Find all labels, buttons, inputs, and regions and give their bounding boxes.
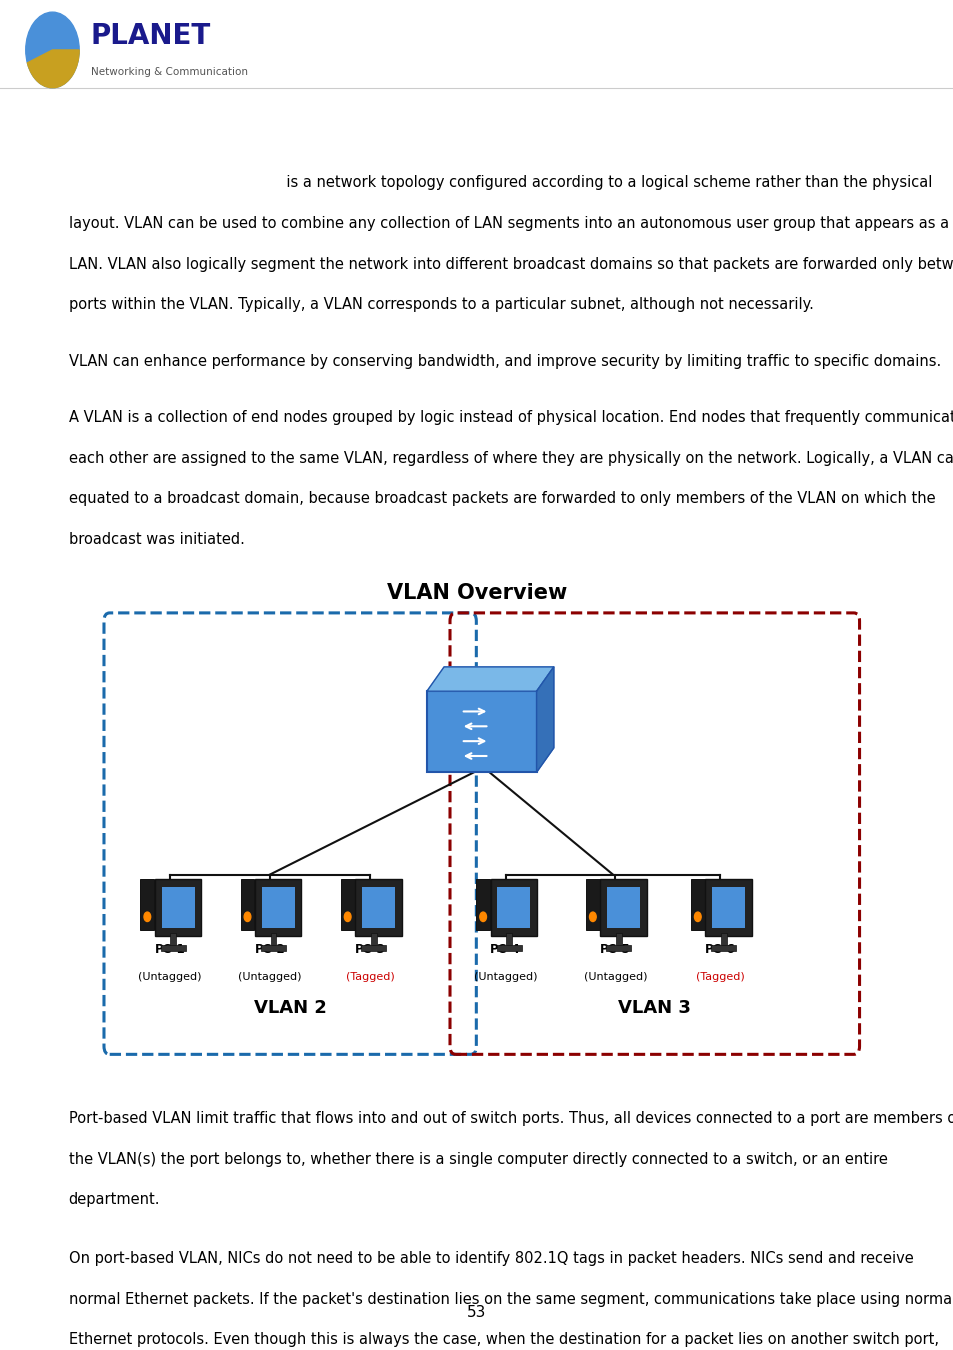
Polygon shape [536, 667, 553, 772]
Text: the VLAN(s) the port belongs to, whether there is a single computer directly con: the VLAN(s) the port belongs to, whether… [69, 1152, 886, 1166]
Text: (Untagged): (Untagged) [238, 972, 301, 981]
FancyBboxPatch shape [171, 933, 176, 945]
FancyBboxPatch shape [506, 933, 512, 945]
Text: VLAN Overview: VLAN Overview [387, 583, 566, 603]
FancyBboxPatch shape [240, 879, 254, 930]
Text: layout. VLAN can be used to combine any collection of LAN segments into an auton: layout. VLAN can be used to combine any … [69, 216, 953, 231]
Text: normal Ethernet packets. If the packet's destination lies on the same segment, c: normal Ethernet packets. If the packet's… [69, 1292, 953, 1307]
FancyBboxPatch shape [340, 879, 355, 930]
FancyBboxPatch shape [616, 933, 621, 945]
FancyBboxPatch shape [427, 691, 536, 772]
Text: PC-2: PC-2 [254, 944, 285, 956]
Text: VLAN 2: VLAN 2 [253, 999, 326, 1017]
FancyBboxPatch shape [490, 879, 537, 936]
Text: department.: department. [69, 1192, 160, 1207]
Circle shape [144, 913, 151, 922]
Text: (Untagged): (Untagged) [583, 972, 646, 981]
FancyBboxPatch shape [140, 879, 154, 930]
FancyBboxPatch shape [497, 887, 530, 929]
Text: is a network topology configured according to a logical scheme rather than the p: is a network topology configured accordi… [69, 176, 931, 190]
Text: LAN. VLAN also logically segment the network into different broadcast domains so: LAN. VLAN also logically segment the net… [69, 256, 953, 271]
Text: Ethernet protocols. Even though this is always the case, when the destination fo: Ethernet protocols. Even though this is … [69, 1332, 938, 1347]
FancyBboxPatch shape [261, 887, 294, 929]
Text: VLAN 3: VLAN 3 [618, 999, 691, 1017]
Text: PC-3: PC-3 [355, 944, 385, 956]
Wedge shape [28, 50, 79, 88]
FancyBboxPatch shape [704, 879, 751, 936]
Polygon shape [427, 667, 553, 691]
Text: PC-1: PC-1 [154, 944, 185, 956]
Circle shape [589, 913, 596, 922]
Circle shape [26, 12, 79, 88]
Circle shape [244, 913, 251, 922]
FancyBboxPatch shape [711, 887, 744, 929]
FancyBboxPatch shape [476, 879, 490, 930]
FancyBboxPatch shape [254, 879, 301, 936]
FancyBboxPatch shape [371, 933, 376, 945]
Text: (Tagged): (Tagged) [695, 972, 744, 981]
Text: ports within the VLAN. Typically, a VLAN corresponds to a particular subnet, alt: ports within the VLAN. Typically, a VLAN… [69, 297, 813, 312]
FancyBboxPatch shape [606, 887, 639, 929]
Text: Networking & Communication: Networking & Communication [91, 66, 248, 77]
Text: PC-6: PC-6 [704, 944, 735, 956]
FancyBboxPatch shape [690, 879, 704, 930]
Text: broadcast was initiated.: broadcast was initiated. [69, 532, 244, 547]
FancyBboxPatch shape [497, 945, 521, 950]
Text: equated to a broadcast domain, because broadcast packets are forwarded to only m: equated to a broadcast domain, because b… [69, 491, 934, 506]
FancyBboxPatch shape [161, 945, 186, 950]
FancyBboxPatch shape [599, 879, 646, 936]
FancyBboxPatch shape [711, 945, 736, 950]
FancyBboxPatch shape [161, 887, 194, 929]
Text: PC-4: PC-4 [490, 944, 520, 956]
FancyBboxPatch shape [355, 879, 401, 936]
FancyBboxPatch shape [154, 879, 201, 936]
Text: PLANET: PLANET [91, 23, 211, 50]
FancyBboxPatch shape [361, 945, 386, 950]
Text: A VLAN is a collection of end nodes grouped by logic instead of physical locatio: A VLAN is a collection of end nodes grou… [69, 410, 953, 425]
Text: (Tagged): (Tagged) [345, 972, 395, 981]
Text: PC-5: PC-5 [599, 944, 630, 956]
Text: Port-based VLAN limit traffic that flows into and out of switch ports. Thus, all: Port-based VLAN limit traffic that flows… [69, 1111, 953, 1126]
Circle shape [694, 913, 700, 922]
Text: each other are assigned to the same VLAN, regardless of where they are physicall: each other are assigned to the same VLAN… [69, 451, 953, 466]
FancyBboxPatch shape [271, 933, 276, 945]
Text: (Untagged): (Untagged) [474, 972, 537, 981]
FancyBboxPatch shape [361, 887, 395, 929]
Text: On port-based VLAN, NICs do not need to be able to identify 802.1Q tags in packe: On port-based VLAN, NICs do not need to … [69, 1251, 912, 1266]
Circle shape [344, 913, 351, 922]
Text: VLAN can enhance performance by conserving bandwidth, and improve security by li: VLAN can enhance performance by conservi… [69, 354, 940, 369]
FancyBboxPatch shape [720, 933, 726, 945]
FancyBboxPatch shape [261, 945, 286, 950]
FancyBboxPatch shape [585, 879, 599, 930]
Text: 53: 53 [467, 1305, 486, 1320]
Circle shape [479, 913, 486, 922]
Text: (Untagged): (Untagged) [138, 972, 201, 981]
FancyBboxPatch shape [606, 945, 631, 950]
